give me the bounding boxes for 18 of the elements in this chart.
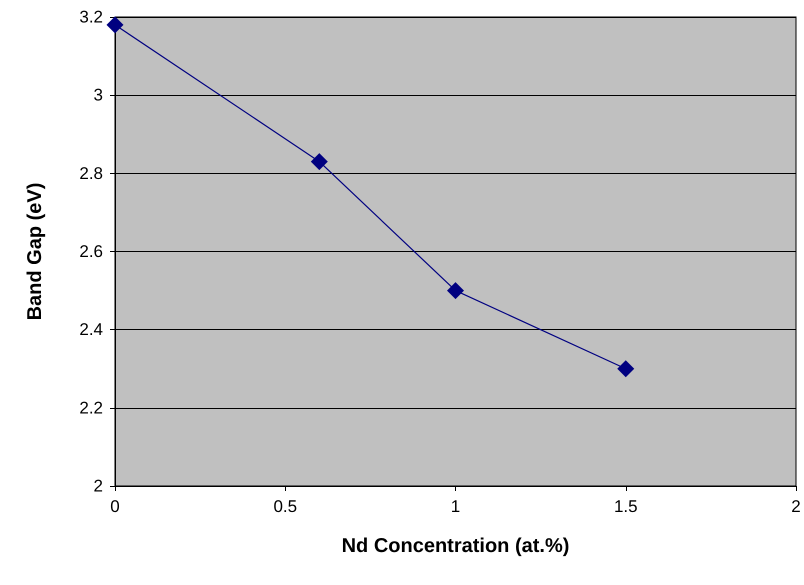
y-tick-label: 2.2 [79,398,103,418]
y-tick-label: 3.2 [79,8,103,26]
x-tick-label: 0.5 [273,497,298,516]
y-tick-label: 2 [94,476,103,496]
point [617,360,634,378]
y-tick-label: 3 [94,86,103,105]
y-tick-label: 2.8 [79,164,103,183]
x-tick-label: 1.5 [614,497,638,516]
y-tick-label: 2.4 [79,320,103,340]
x-tick-label: 2 [791,497,801,516]
x-tick-label: 1 [450,497,460,516]
y-tick-label: 2.6 [79,242,103,261]
x-tick-label: 0 [110,497,120,516]
x-axis-title: Nd Concentration (at.%) [342,535,570,557]
point [106,16,124,34]
point [310,153,328,170]
y-axis-title: Band Gap (eV) [24,182,46,320]
point [447,282,464,300]
